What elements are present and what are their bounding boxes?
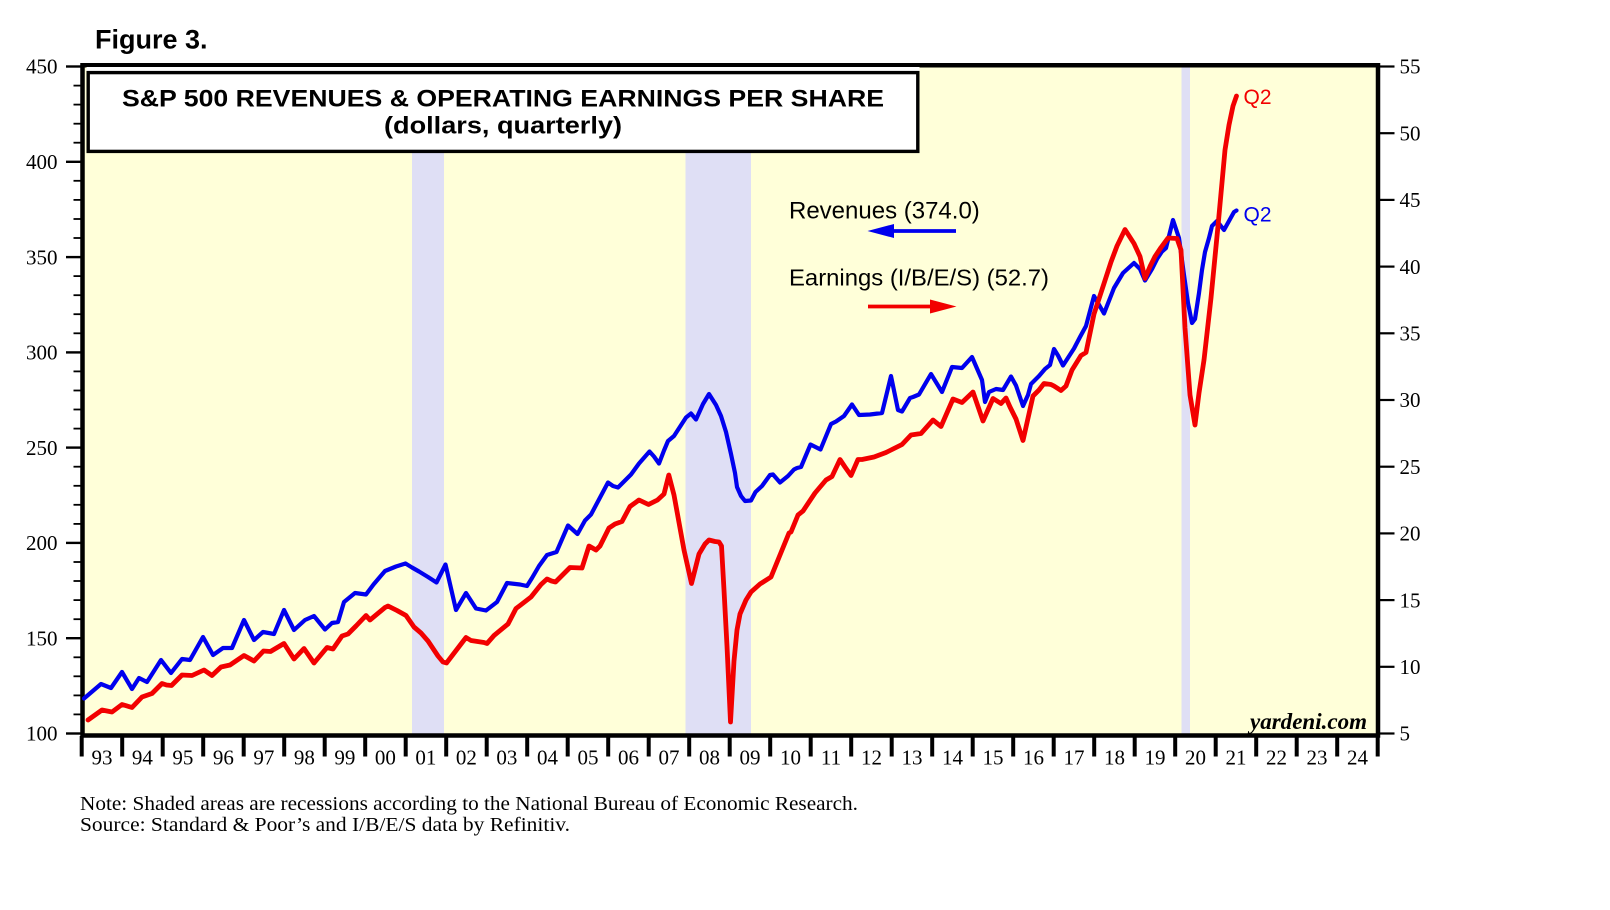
svg-text:25: 25	[1400, 455, 1421, 479]
svg-text:93: 93	[92, 746, 113, 770]
svg-text:Q2: Q2	[1244, 204, 1272, 227]
svg-text:07: 07	[659, 746, 680, 770]
svg-text:45: 45	[1400, 188, 1421, 212]
svg-text:12: 12	[861, 746, 882, 770]
svg-text:19: 19	[1145, 746, 1166, 770]
svg-text:yardeni.com: yardeni.com	[1247, 709, 1367, 734]
svg-text:15: 15	[983, 746, 1004, 770]
svg-text:Revenues (374.0): Revenues (374.0)	[789, 198, 980, 225]
svg-text:20: 20	[1185, 746, 1206, 770]
svg-text:Note: Shaded areas are recessi: Note: Shaded areas are recessions accord…	[80, 793, 858, 815]
svg-text:(dollars, quarterly): (dollars, quarterly)	[384, 113, 622, 140]
svg-text:Earnings (I/B/E/S) (52.7): Earnings (I/B/E/S) (52.7)	[789, 265, 1049, 291]
svg-text:35: 35	[1400, 322, 1421, 346]
svg-text:02: 02	[456, 746, 477, 770]
svg-text:01: 01	[415, 746, 436, 770]
svg-text:06: 06	[618, 746, 639, 770]
svg-text:250: 250	[26, 436, 58, 460]
svg-text:21: 21	[1226, 746, 1247, 770]
svg-text:S&P 500 REVENUES & OPERATING E: S&P 500 REVENUES & OPERATING EARNINGS PE…	[122, 86, 884, 113]
svg-text:5: 5	[1400, 722, 1411, 746]
svg-text:40: 40	[1400, 255, 1421, 279]
svg-text:200: 200	[26, 531, 58, 555]
svg-text:09: 09	[740, 746, 761, 770]
svg-text:20: 20	[1400, 522, 1421, 546]
svg-text:11: 11	[821, 746, 841, 770]
svg-text:Q2: Q2	[1244, 86, 1272, 109]
svg-text:98: 98	[294, 746, 315, 770]
svg-text:14: 14	[942, 746, 964, 770]
svg-text:50: 50	[1400, 121, 1421, 145]
svg-text:96: 96	[213, 746, 234, 770]
svg-text:Figure 3.: Figure 3.	[95, 25, 208, 55]
svg-text:17: 17	[1064, 746, 1085, 770]
svg-text:400: 400	[26, 150, 58, 174]
svg-text:10: 10	[1400, 655, 1421, 679]
svg-text:150: 150	[26, 626, 58, 650]
svg-text:10: 10	[780, 746, 801, 770]
svg-text:16: 16	[1023, 746, 1044, 770]
svg-text:100: 100	[26, 722, 58, 746]
svg-text:05: 05	[578, 746, 599, 770]
svg-text:30: 30	[1400, 388, 1421, 412]
svg-text:04: 04	[537, 746, 559, 770]
svg-text:Source: Standard & Poor’s and: Source: Standard & Poor’s and I/B/E/S da…	[80, 814, 570, 836]
svg-text:03: 03	[496, 746, 517, 770]
svg-text:00: 00	[375, 746, 396, 770]
svg-text:22: 22	[1266, 746, 1287, 770]
svg-text:300: 300	[26, 341, 58, 365]
svg-text:95: 95	[172, 746, 193, 770]
svg-text:13: 13	[902, 746, 923, 770]
svg-text:450: 450	[26, 55, 58, 79]
svg-text:23: 23	[1307, 746, 1328, 770]
svg-text:18: 18	[1104, 746, 1125, 770]
svg-text:08: 08	[699, 746, 720, 770]
svg-text:350: 350	[26, 245, 58, 269]
svg-text:15: 15	[1400, 588, 1421, 612]
svg-text:99: 99	[334, 746, 355, 770]
svg-text:94: 94	[132, 746, 154, 770]
svg-text:24: 24	[1347, 746, 1369, 770]
svg-text:97: 97	[253, 746, 274, 770]
svg-text:55: 55	[1400, 55, 1421, 79]
